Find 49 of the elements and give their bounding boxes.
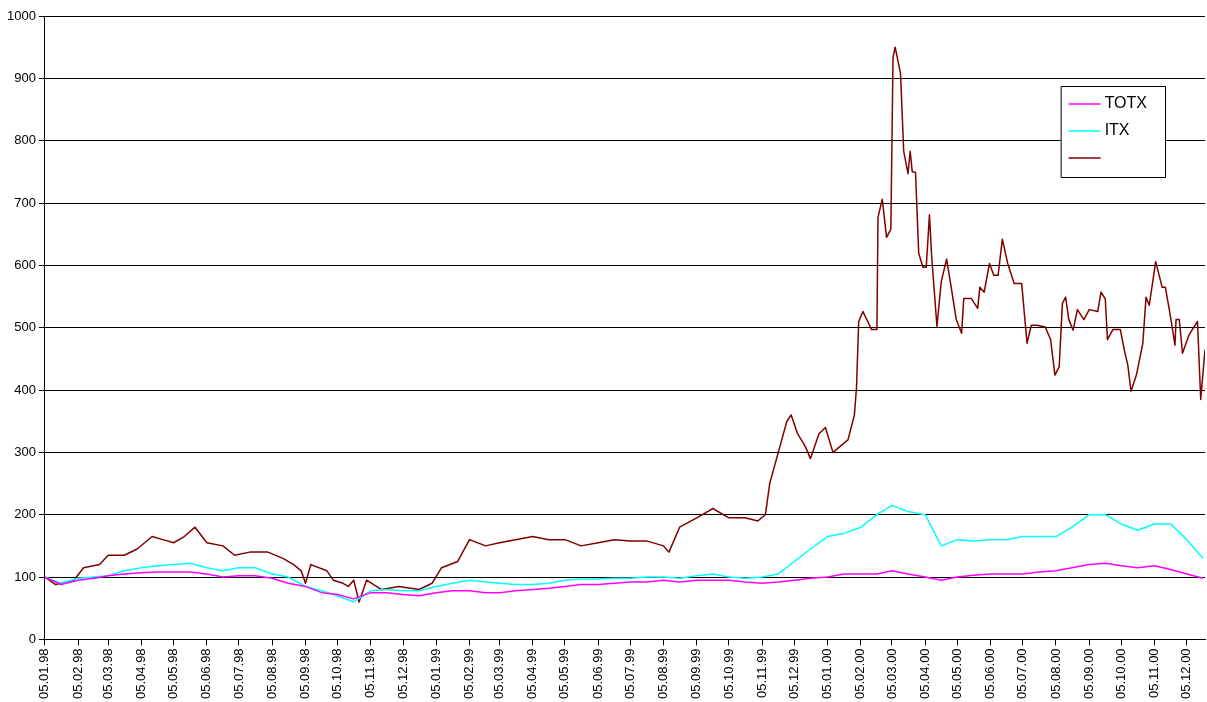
y-tick-label: 600 — [14, 256, 36, 272]
y-tick-label: 1000 — [7, 7, 36, 23]
x-tick-label: 05.01.98 — [36, 648, 52, 700]
x-tick-label: 05.11.98 — [362, 648, 378, 699]
x-tick-label: 05.06.98 — [198, 648, 214, 700]
y-tick-label: 900 — [14, 69, 36, 85]
x-tick-label: 05.12.00 — [1178, 648, 1194, 700]
x-tick-label: 05.10.99 — [720, 648, 736, 700]
x-tick-label: 05.09.98 — [297, 648, 313, 700]
x-tick-label: 05.01.99 — [427, 648, 443, 700]
x-tick-label: 05.10.00 — [1112, 648, 1128, 700]
x-tick-label: 05.10.98 — [329, 648, 345, 700]
x-tick-label: 05.07.98 — [230, 648, 246, 700]
x-tick-label: 05.07.99 — [621, 648, 637, 700]
y-tick-label: 100 — [14, 568, 36, 584]
x-tick-label: 05.08.99 — [655, 648, 671, 700]
x-tick-label: 05.05.00 — [948, 648, 964, 700]
legend-label: TOTX — [1104, 94, 1148, 112]
x-tick-label: 05.02.00 — [852, 648, 868, 700]
y-tick-label: 700 — [14, 194, 36, 210]
x-tick-label: 05.01.00 — [819, 648, 835, 700]
legend-label: ITX — [1104, 121, 1130, 139]
x-tick-label: 05.06.99 — [589, 648, 605, 700]
x-tick-label: 05.11.00 — [1146, 648, 1162, 699]
x-tick-label: 05.02.99 — [461, 648, 477, 700]
x-tick-label: 05.07.00 — [1014, 648, 1030, 700]
y-tick-label: 400 — [14, 381, 36, 397]
x-tick-label: 05.03.99 — [491, 648, 507, 700]
x-tick-label: 05.03.00 — [883, 648, 899, 700]
y-tick-label: 300 — [14, 443, 36, 459]
x-tick-label: 05.06.00 — [982, 648, 998, 700]
x-tick-label: 05.08.98 — [263, 648, 279, 700]
x-tick-label: 05.04.98 — [132, 648, 148, 700]
x-tick-label: 05.04.00 — [916, 648, 932, 700]
y-tick-label: 800 — [14, 132, 36, 148]
x-tick-label: 05.04.99 — [524, 648, 540, 700]
x-tick-label: 05.08.00 — [1047, 648, 1063, 700]
y-tick-label: 500 — [14, 319, 36, 335]
y-tick-label: 0 — [28, 630, 36, 646]
x-tick-label: 05.05.99 — [556, 648, 572, 700]
x-tick-label: 05.05.98 — [165, 648, 181, 700]
x-tick-label: 05.03.98 — [99, 648, 115, 700]
x-tick-label: 05.12.98 — [394, 648, 410, 700]
x-tick-label: 05.09.99 — [688, 648, 704, 700]
x-tick-label: 05.02.98 — [69, 648, 85, 700]
x-tick-label: 05.11.99 — [753, 648, 769, 699]
x-tick-label: 05.12.99 — [785, 648, 801, 700]
x-tick-label: 05.09.00 — [1080, 648, 1096, 700]
y-tick-label: 200 — [14, 506, 36, 522]
